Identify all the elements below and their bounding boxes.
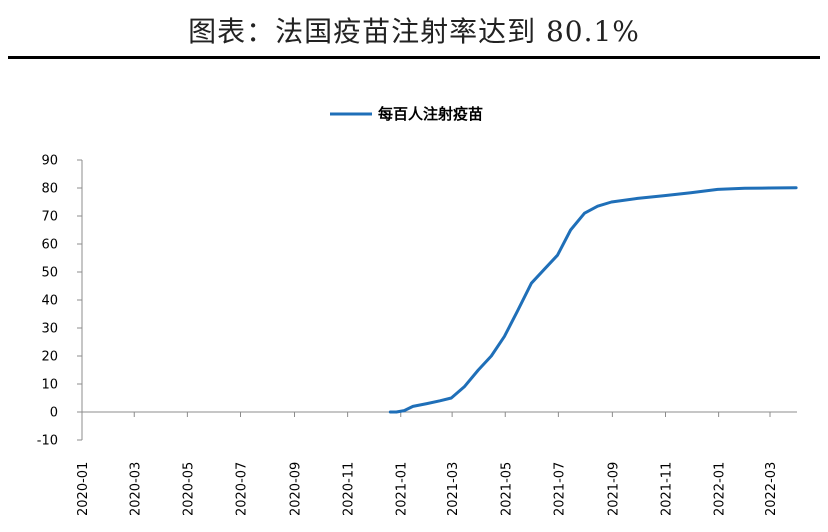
x-tick-label: 2021-03 (446, 462, 461, 516)
y-tick-label: 60 (41, 238, 58, 253)
x-tick-label: 2021-11 (659, 462, 674, 516)
x-tick-label: 2020-03 (128, 462, 143, 516)
y-tick-label: 20 (41, 350, 58, 365)
x-tick-label: 2020-11 (342, 462, 357, 516)
y-tick-label: -10 (37, 434, 58, 449)
x-tick-label: 2020-01 (76, 462, 91, 516)
y-tick-label: 0 (50, 406, 58, 421)
x-tick-label: 2021-05 (499, 462, 514, 516)
x-tick-label: 2022-03 (764, 462, 779, 516)
x-tick-label: 2021-07 (552, 462, 567, 516)
y-tick-label: 30 (41, 322, 58, 337)
x-tick-label: 2021-01 (395, 462, 410, 516)
page-title: 图表：法国疫苗注射率达到 80.1% (188, 15, 640, 48)
x-tick-label: 2020-07 (235, 462, 250, 516)
x-tick-label: 2021-09 (606, 462, 621, 516)
x-tick-label: 2020-09 (288, 462, 303, 516)
x-tick-label: 2022-01 (713, 462, 728, 516)
title-divider (8, 56, 820, 59)
series-line (388, 186, 798, 414)
legend-label: 每百人注射疫苗 (378, 105, 483, 123)
y-tick-label: 80 (41, 182, 58, 197)
y-tick-label: 50 (41, 266, 58, 281)
y-tick-label: 90 (41, 154, 58, 169)
y-tick-label: 70 (41, 210, 58, 225)
x-tick-label: 2020-05 (181, 462, 196, 516)
y-tick-label: 40 (41, 294, 58, 309)
y-tick-label: 10 (41, 378, 58, 393)
